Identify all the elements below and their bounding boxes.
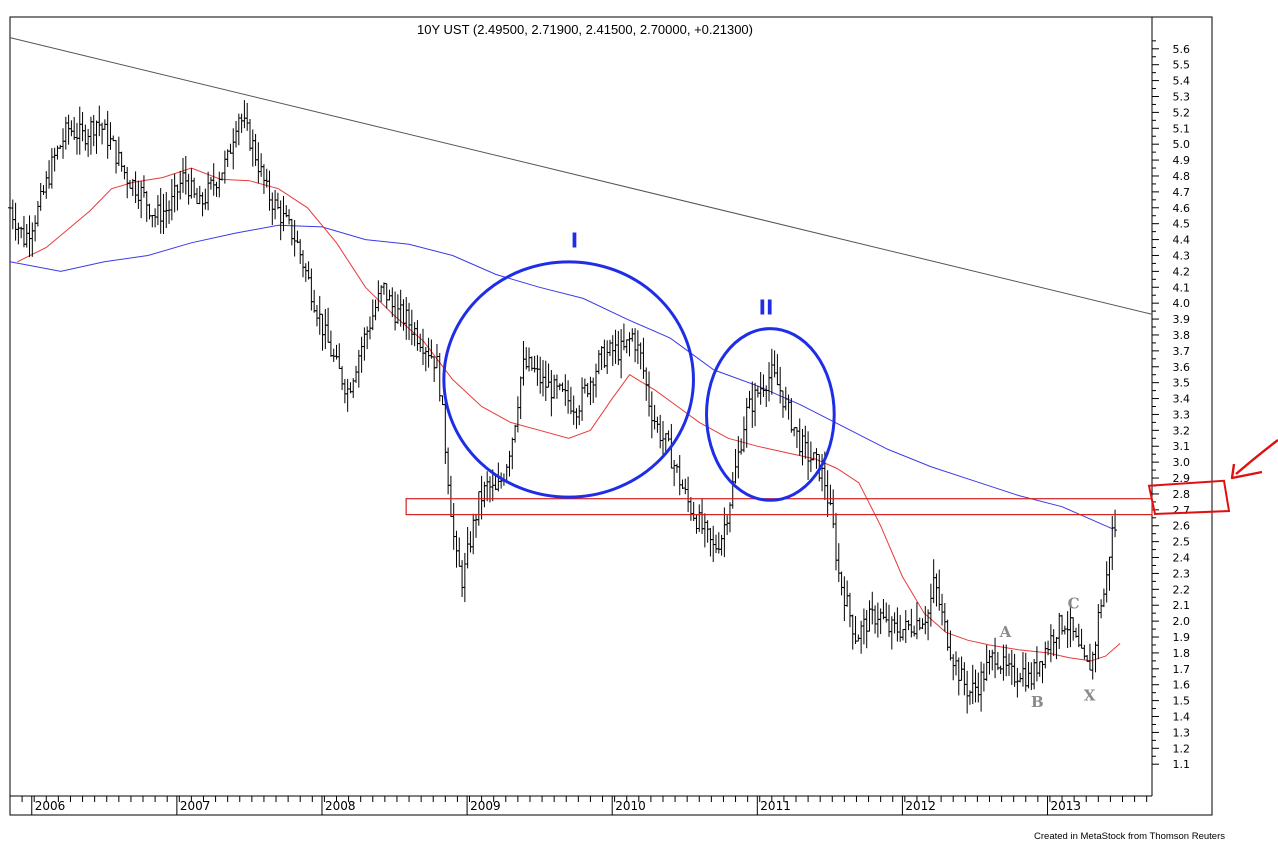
moving-average-long xyxy=(9,224,1114,530)
y-tick-label: 5.0 xyxy=(1173,138,1191,151)
hand-drawn-circle-2 xyxy=(705,327,836,502)
y-tick-label: 4.6 xyxy=(1173,202,1191,215)
y-tick-label: 1.6 xyxy=(1173,679,1191,692)
y-tick-label: 3.4 xyxy=(1173,393,1191,406)
circle-label-2: II xyxy=(759,295,774,319)
y-tick-label: 4.5 xyxy=(1173,218,1191,231)
y-tick-label: 4.4 xyxy=(1173,234,1191,247)
wave-label-a: A xyxy=(999,623,1012,641)
y-tick-label: 4.9 xyxy=(1173,154,1191,167)
y-tick-label: 5.3 xyxy=(1173,90,1191,103)
x-year-label: 2009 xyxy=(470,799,501,813)
y-tick-label: 4.8 xyxy=(1173,170,1191,183)
hand-drawn-circle-1 xyxy=(442,260,695,499)
y-tick-label: 5.6 xyxy=(1173,43,1191,56)
y-tick-label: 2.3 xyxy=(1173,567,1191,580)
y-tick-label: 3.7 xyxy=(1173,345,1191,358)
highlight-box xyxy=(1147,479,1231,516)
x-year-label: 2006 xyxy=(35,799,66,813)
y-tick-label: 5.1 xyxy=(1173,122,1191,135)
y-tick-label: 3.2 xyxy=(1173,424,1191,437)
plot-frame xyxy=(9,16,1213,816)
y-tick-label: 3.5 xyxy=(1173,377,1191,390)
plot-area xyxy=(8,37,1153,714)
x-year-label: 2010 xyxy=(615,799,646,813)
y-tick-label: 3.1 xyxy=(1173,440,1191,453)
y-tick-label: 2.6 xyxy=(1173,520,1191,533)
y-tick-label: 1.3 xyxy=(1173,726,1191,739)
x-axis: 2006 2007 2008 2009 2010 2011 2012 2013 xyxy=(9,796,1148,815)
y-tick-label: 5.4 xyxy=(1173,75,1191,88)
y-tick-label: 4.7 xyxy=(1173,186,1191,199)
y-tick-label: 1.2 xyxy=(1173,742,1191,755)
y-tick-label: 2.5 xyxy=(1173,536,1191,549)
y-tick-label: 1.8 xyxy=(1173,647,1191,660)
y-tick-label: 5.5 xyxy=(1173,59,1191,72)
credit-text: Created in MetaStock from Thomson Reuter… xyxy=(1034,831,1225,842)
y-tick-label: 5.2 xyxy=(1173,106,1191,119)
y-tick-label: 2.8 xyxy=(1173,488,1191,501)
x-year-label: 2011 xyxy=(760,799,791,813)
highlight-arrow-head xyxy=(1230,463,1263,480)
y-tick-label: 4.3 xyxy=(1173,249,1191,262)
y-axis: 1.1 1.2 1.3 1.4 1.5 1.6 1.7 1.8 1.9 2.0 2.1 2.2 2.3 2… xyxy=(1152,40,1191,771)
y-tick-label: 3.6 xyxy=(1173,361,1191,374)
y-tick-label: 2.4 xyxy=(1173,552,1191,565)
y-tick-label: 3.9 xyxy=(1173,313,1191,326)
y-tick-label: 2.1 xyxy=(1173,599,1191,612)
x-year-label: 2013 xyxy=(1051,799,1082,813)
y-tick-label: 1.5 xyxy=(1173,695,1191,708)
highlight-arrow-shaft xyxy=(1235,439,1278,475)
y-tick-label: 1.4 xyxy=(1173,711,1191,724)
y-tick-label: 4.0 xyxy=(1173,297,1191,310)
circle-label-1: I xyxy=(571,229,578,253)
wave-label-b: B xyxy=(1031,693,1044,711)
y-tick-label: 3.3 xyxy=(1173,408,1191,421)
x-year-label: 2007 xyxy=(180,799,211,813)
wave-label-x: X xyxy=(1084,687,1096,705)
y-tick-label: 1.9 xyxy=(1173,631,1191,644)
y-tick-label: 2.9 xyxy=(1173,472,1191,485)
y-tick-label: 3.0 xyxy=(1173,456,1191,469)
y-tick-label: 3.8 xyxy=(1173,329,1191,342)
y-tick-label: 4.2 xyxy=(1173,265,1191,278)
wave-label-c: C xyxy=(1068,594,1080,612)
y-tick-label: 1.1 xyxy=(1173,758,1191,771)
y-tick-label: 1.7 xyxy=(1173,663,1191,676)
y-tick-label: 2.2 xyxy=(1173,583,1191,596)
y-tick-label: 2.7 xyxy=(1173,504,1191,517)
x-year-label: 2012 xyxy=(905,799,936,813)
y-tick-label: 4.1 xyxy=(1173,281,1191,294)
y-tick-label: 2.0 xyxy=(1173,615,1191,628)
x-year-label: 2008 xyxy=(325,799,356,813)
chart-title: 10Y UST (2.49500, 2.71900, 2.41500, 2.70… xyxy=(417,22,753,37)
trendline xyxy=(9,37,1153,315)
